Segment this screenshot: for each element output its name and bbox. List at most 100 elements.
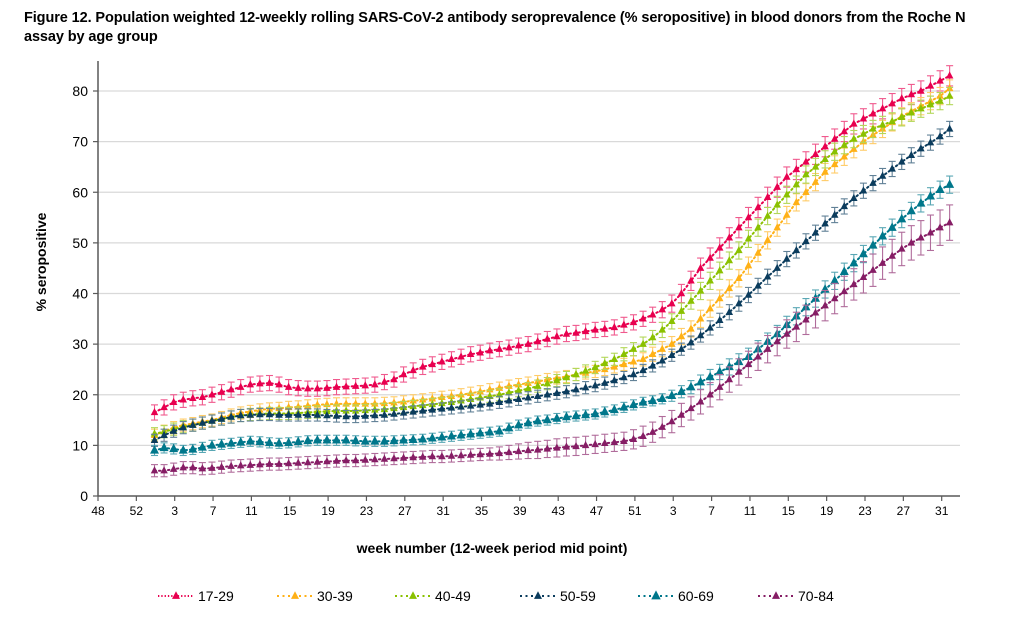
data-point	[198, 464, 207, 472]
data-point	[792, 165, 801, 173]
data-point	[658, 356, 666, 364]
data-point	[543, 334, 552, 342]
data-point	[380, 398, 389, 407]
data-point	[821, 154, 829, 163]
data-point	[639, 354, 647, 363]
data-point	[830, 159, 839, 168]
data-point	[763, 344, 772, 352]
data-point	[610, 362, 619, 370]
data-point	[169, 443, 179, 453]
data-point	[859, 129, 868, 137]
data-point	[811, 162, 820, 170]
data-point	[399, 435, 409, 444]
data-point	[629, 434, 638, 443]
data-point	[850, 193, 858, 202]
data-point	[638, 397, 648, 406]
data-point	[265, 459, 274, 467]
data-point	[658, 305, 666, 313]
data-point	[236, 411, 245, 419]
data-point	[380, 377, 389, 385]
data-point	[696, 314, 705, 322]
data-point	[917, 104, 925, 112]
data-point	[571, 410, 581, 420]
data-point	[620, 373, 628, 381]
data-point	[677, 289, 686, 297]
data-point	[783, 172, 791, 180]
data-point	[486, 346, 494, 354]
data-point	[265, 378, 274, 386]
data-point	[773, 200, 781, 208]
data-point	[236, 382, 245, 390]
data-point	[160, 402, 168, 411]
x-tick-label: 11	[744, 504, 757, 518]
legend: 17-29 30-39 40-49 50-59 60-69 70-84	[158, 588, 834, 604]
data-point	[408, 434, 418, 444]
data-point	[687, 338, 695, 346]
data-point	[572, 328, 580, 336]
data-point	[351, 412, 360, 420]
data-point	[486, 399, 494, 407]
data-point	[160, 430, 168, 438]
data-point	[936, 96, 944, 104]
data-point	[773, 223, 781, 231]
data-point	[706, 390, 714, 398]
data-point	[581, 440, 590, 449]
data-point	[390, 375, 398, 383]
data-point	[830, 275, 840, 285]
x-tick-label: 35	[475, 504, 489, 518]
data-point	[533, 391, 542, 399]
data-point	[438, 404, 446, 412]
data-point	[601, 324, 609, 332]
data-point	[256, 410, 264, 418]
data-point	[457, 390, 465, 398]
data-point	[294, 402, 302, 410]
data-point	[687, 324, 695, 332]
legend-item-70-84: 70-84	[758, 588, 834, 604]
data-point	[639, 339, 647, 347]
data-point	[188, 444, 198, 453]
data-point	[236, 437, 246, 446]
data-point	[264, 437, 274, 447]
data-point	[850, 279, 858, 288]
data-point	[658, 422, 666, 430]
data-point	[907, 150, 916, 159]
data-point	[696, 376, 706, 386]
x-tick-label: 23	[858, 504, 872, 518]
series-line	[153, 87, 951, 437]
x-tick-label: 7	[210, 504, 217, 518]
data-point	[524, 339, 532, 347]
legend-label: 70-84	[798, 588, 834, 604]
data-point	[294, 458, 302, 466]
data-point	[821, 219, 829, 227]
data-point	[572, 370, 580, 378]
y-tick-label: 30	[72, 336, 88, 352]
data-point	[447, 354, 456, 363]
data-point	[811, 177, 820, 185]
data-point	[715, 243, 724, 251]
data-point	[668, 316, 676, 325]
data-point	[524, 446, 532, 454]
data-point	[581, 409, 591, 419]
data-point	[505, 396, 513, 404]
data-point	[361, 381, 370, 389]
data-point	[763, 235, 772, 244]
data-point	[706, 253, 714, 261]
data-point	[486, 391, 494, 399]
data-point	[591, 381, 599, 389]
data-point	[639, 431, 647, 439]
data-point	[840, 202, 849, 210]
data-point	[304, 410, 312, 418]
data-point	[150, 466, 159, 474]
y-tick-label: 50	[72, 235, 88, 251]
data-point	[169, 464, 178, 472]
data-point	[284, 410, 293, 418]
data-point	[773, 182, 781, 190]
data-point	[658, 325, 666, 333]
data-point	[839, 266, 849, 275]
data-point	[735, 367, 743, 375]
data-point	[438, 392, 446, 400]
data-point	[792, 180, 801, 188]
y-axis-title: % seropositive	[33, 212, 49, 311]
data-point	[581, 327, 590, 335]
data-point	[763, 192, 772, 201]
